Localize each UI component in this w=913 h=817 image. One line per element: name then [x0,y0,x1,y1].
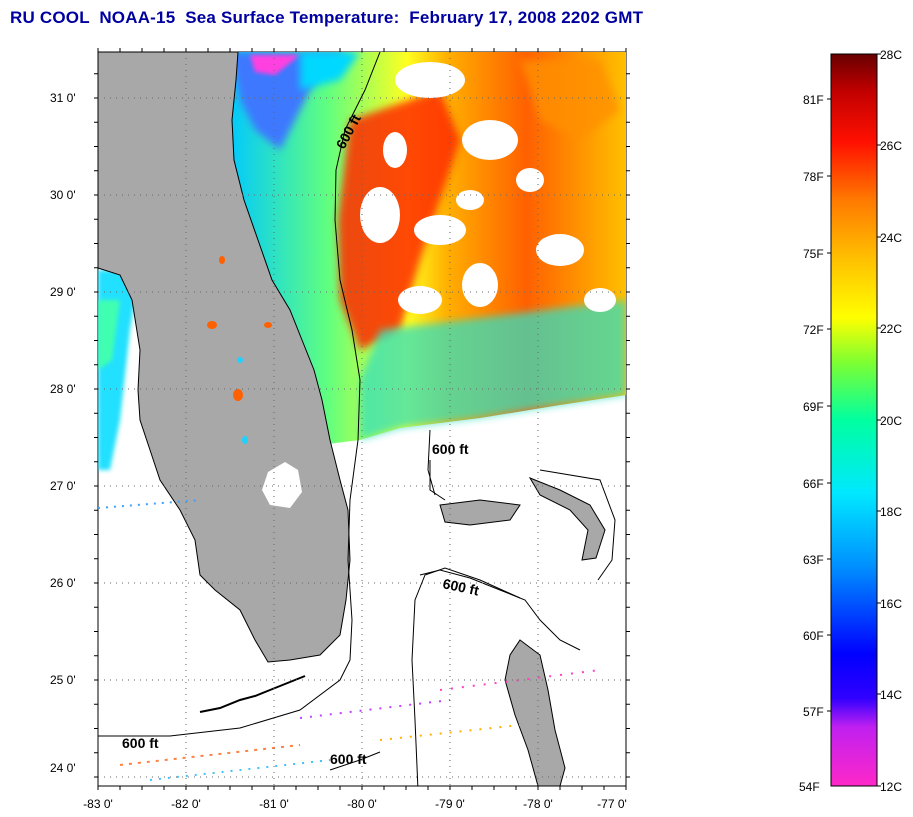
colorbar-celsius-label: 26C [880,139,902,153]
y-tick-label: 29 0' [50,285,76,299]
inland-lakes [207,256,272,401]
lake-okeechobee [262,462,302,508]
axis-ticks [94,48,630,790]
y-tick-label: 26 0' [50,576,76,590]
andros-island [504,639,566,786]
contour-label: 600 ft [122,735,159,751]
colorbar-fahrenheit-label: 57F [803,705,824,719]
isobath-600ft-bahamas [411,429,521,786]
x-tick-label: -79 0' [435,797,465,811]
colorbar-fahrenheit-label: 60F [803,629,824,643]
florida-keys [199,675,306,713]
colorbar-fahrenheit-label: 63F [803,553,824,567]
x-tick-label: -82 0' [171,797,201,811]
x-tick-label: -81 0' [259,797,289,811]
colorbar-celsius-label: 22C [880,322,902,336]
colorbar-fahrenheit-label: 66F [803,477,824,491]
southern-cool-fringe [360,300,626,440]
colorbar-celsius-label: 28C [880,48,902,62]
inland-lakes-cool [237,357,248,444]
colorbar-celsius-label: 24C [880,231,902,245]
sst-data-layer [98,52,626,786]
cold-patch [250,55,300,75]
isobath-600ft-south [329,751,381,771]
swath-noise [98,499,601,781]
florida-landmass [98,52,351,663]
cool-band [300,52,360,90]
colorbar-celsius-label: 20C [880,414,902,428]
y-tick-label: 31 0' [50,91,76,105]
y-tick-label: 25 0' [50,673,76,687]
isobath-600ft-florida [98,52,381,737]
colorbar-fahrenheit-label: 72F [803,323,824,337]
x-tick-label: -77 0' [597,797,627,811]
grid-lines [98,52,626,786]
y-tick-label: 30 0' [50,188,76,202]
colorbar-celsius-label: 18C [880,505,902,519]
map-title: RU COOL NOAA-15 Sea Surface Temperature:… [10,8,644,27]
colorbar-ticks [827,53,881,787]
colorbar-fahrenheit-label: 54F [799,780,820,794]
colorbar-fahrenheit-label: 69F [803,400,824,414]
contour-label: 600 ft [330,751,367,767]
colorbar-fahrenheit-label: 78F [803,170,824,184]
colorbar-fahrenheit-label: 81F [803,93,824,107]
colorbar-celsius-label: 16C [880,597,902,611]
x-tick-label: -80 0' [347,797,377,811]
colorbar-celsius-label: 14C [880,688,902,702]
y-tick-label: 24 0' [50,761,76,775]
cold-coastal-water [230,52,350,150]
cloud-gaps [360,62,616,314]
x-tick-label: -78 0' [523,797,553,811]
y-tick-label: 28 0' [50,382,76,396]
contour-label: 600 ft [441,575,480,598]
y-tick-label: 27 0' [50,479,76,493]
x-tick-label: -83 0' [83,797,113,811]
colorbar-fahrenheit-label: 75F [803,247,824,261]
warm-patch [520,60,620,140]
colorbar-celsius-label: 12C [880,780,902,794]
bahama-bank-outline [429,460,616,581]
grand-bahama [439,499,521,526]
abaco-island [528,476,606,561]
colorbar [830,53,878,787]
contour-label: 600 ft [432,441,469,457]
